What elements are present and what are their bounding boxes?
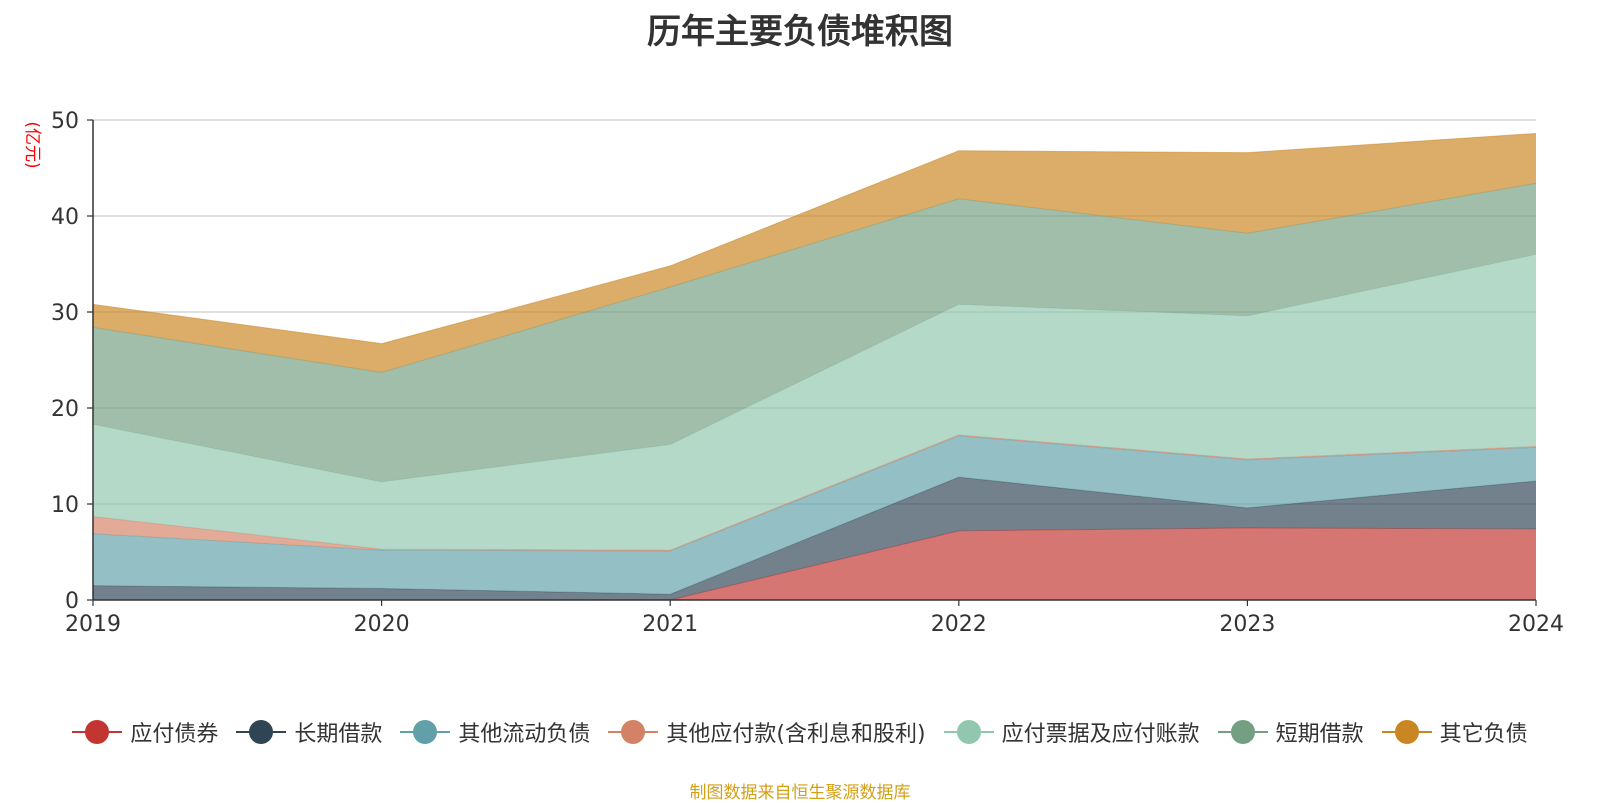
x-tick-label: 2023 [1219,612,1275,637]
y-tick-label: 50 [51,109,79,134]
legend-label: 应付票据及应付账款 [1001,722,1200,747]
legend-swatch-icon [943,720,994,744]
legend-label: 其他流动负债 [458,722,591,747]
x-tick-label: 2020 [354,612,410,637]
legend-swatch-icon [72,720,123,744]
stacked-areas [92,132,1537,601]
area-series-0 [93,528,1536,600]
legend-item[interactable]: 其它负债 [1381,716,1528,748]
legend-item[interactable]: 长期借款 [236,716,382,748]
legend: 应付债券 长期借款 其他流动负债 其他应付款(含利息和股利) 应付票据及应付账款 短期借款… [0,716,1600,748]
legend-item[interactable]: 应付票据及应付账款 [943,716,1200,748]
source-note: 制图数据来自恒生聚源数据库 [689,783,911,803]
legend-label: 长期借款 [294,722,383,747]
y-tick-label: 40 [51,205,79,230]
line-series-6 [92,132,1537,345]
legend-label: 短期借款 [1275,722,1364,747]
legend-item[interactable]: 其他应付款(含利息和股利) [608,716,926,748]
legend-item[interactable]: 其他流动负债 [400,716,590,748]
legend-label: 其它负债 [1439,722,1528,747]
legend-swatch-icon [236,720,287,744]
legend-label: 应付债券 [130,722,219,747]
legend-swatch-icon [400,720,451,744]
x-tick-label: 2022 [931,612,987,637]
x-tick-label: 2019 [65,612,121,637]
area-series-4 [93,254,1536,551]
chart-title: 历年主要负债堆积图 [647,12,953,52]
area-series-6 [93,133,1536,373]
area-series-2 [93,435,1536,595]
legend-item[interactable]: 短期借款 [1217,716,1364,748]
y-tick-label: 20 [51,397,79,422]
y-tick-label: 30 [51,301,79,326]
y-tick-label: 0 [65,589,79,614]
x-tick-label: 2024 [1508,612,1564,637]
legend-label: 其他应付款(含利息和股利) [666,722,926,747]
axes: 0 10 20 30 40 50 2019 2020 2021 2022 2023 2024 [51,109,1564,637]
y-axis-unit-label: (亿元) [22,121,42,168]
area-series-5 [93,183,1536,482]
legend-item[interactable]: 应付债券 [72,716,218,748]
x-tick-label: 2021 [642,612,698,637]
y-tick-label: 10 [51,493,79,518]
legend-swatch-icon [1217,720,1268,744]
legend-swatch-icon [608,720,659,744]
area-series-1 [93,477,1536,600]
legend-swatch-icon [1381,720,1432,744]
